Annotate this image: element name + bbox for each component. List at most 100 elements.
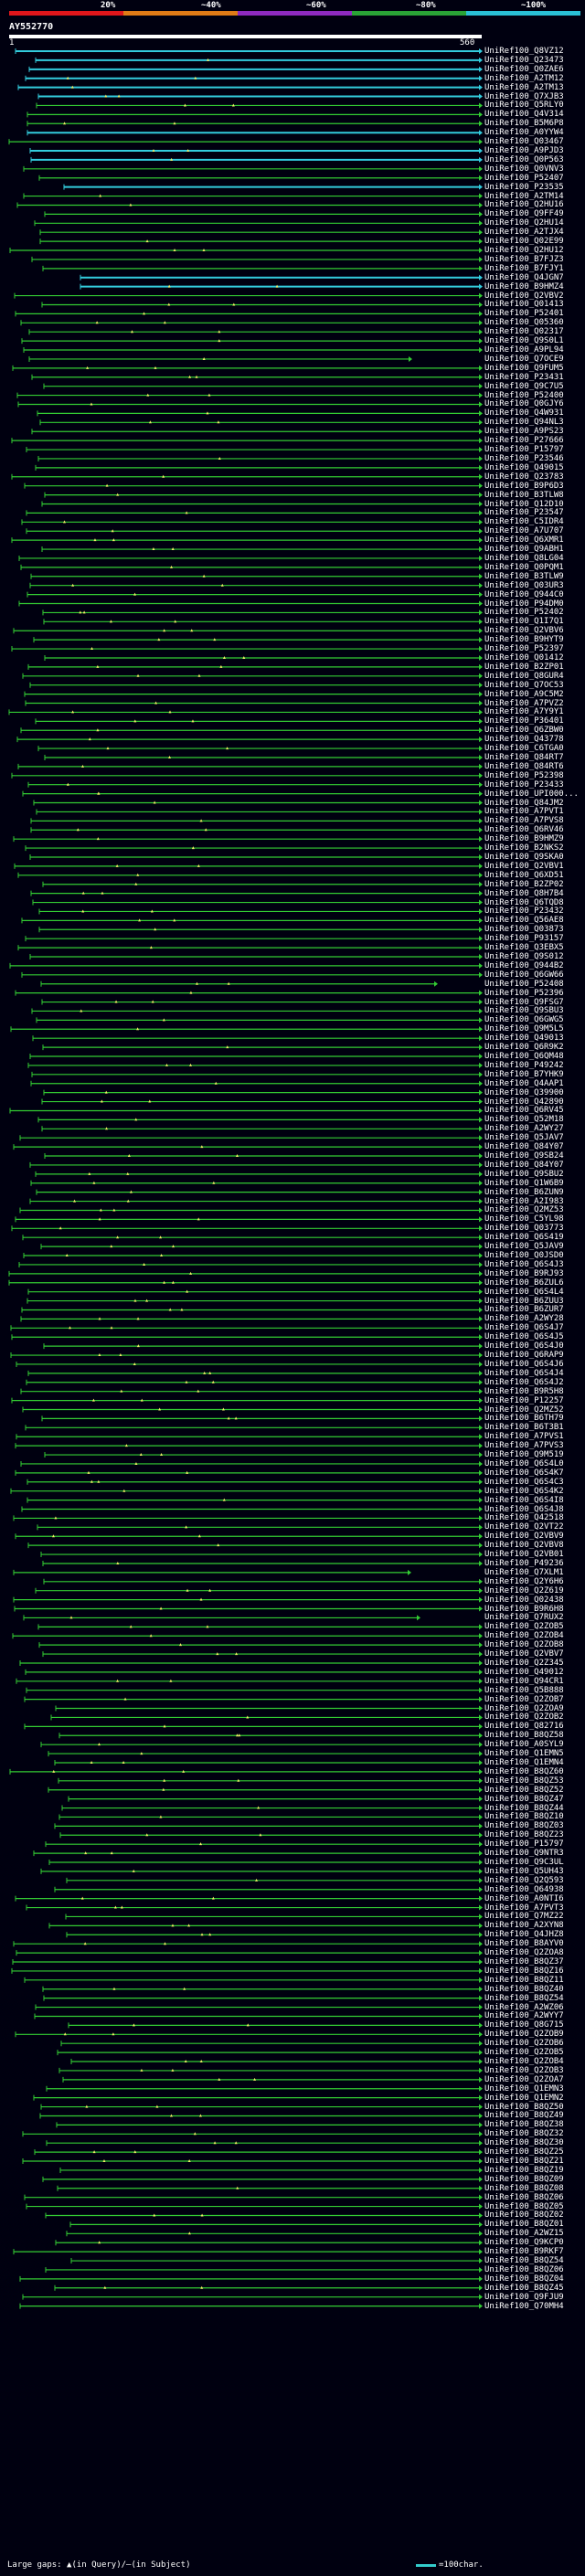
hit-label[interactable]: UniRef100_Q9C3UL	[484, 1858, 564, 1867]
hit-label[interactable]: UniRef100_P27666	[484, 436, 564, 446]
hit-label[interactable]: UniRef100_Q84Y07	[484, 1160, 564, 1170]
hit-label[interactable]: UniRef100_Q02438	[484, 1595, 564, 1605]
hit-label[interactable]: UniRef100_Q6S4L4	[484, 1287, 564, 1297]
hit-label[interactable]: UniRef100_B8QZ19	[484, 2165, 564, 2175]
hit-label[interactable]: UniRef100_P52402	[484, 608, 564, 618]
hit-label[interactable]: UniRef100_A2WYY7	[484, 2011, 564, 2021]
hit-label[interactable]: UniRef100_Q0PQM1	[484, 562, 564, 572]
hit-label[interactable]: UniRef100_Q9SKA0	[484, 852, 564, 862]
hit-label[interactable]: UniRef100_C5IDR4	[484, 517, 564, 527]
hit-label[interactable]: UniRef100_Q2Y6H6	[484, 1576, 564, 1586]
hit-label[interactable]: UniRef100_P52408	[484, 979, 564, 989]
hit-label[interactable]: UniRef100_B8QZ09	[484, 2174, 564, 2184]
hit-label[interactable]: UniRef100_Q94NL3	[484, 418, 564, 428]
hit-label[interactable]: UniRef100_Q2VBV8	[484, 1541, 564, 1551]
hit-label[interactable]: UniRef100_Q64938	[484, 1884, 564, 1894]
hit-label[interactable]: UniRef100_Q2ZOB5	[484, 2048, 564, 2058]
hit-label[interactable]: UniRef100_Q6XD51	[484, 870, 564, 880]
hit-label[interactable]: UniRef100_Q2VB01	[484, 1550, 564, 1560]
hit-label[interactable]: UniRef100_A7PVZ2	[484, 698, 564, 708]
hit-label[interactable]: UniRef100_Q6S4C3	[484, 1477, 564, 1487]
hit-label[interactable]: UniRef100_B8QZ05	[484, 2201, 564, 2211]
hit-label[interactable]: UniRef100_A2TJX4	[484, 228, 564, 238]
hit-label[interactable]: UniRef100_P23535	[484, 182, 564, 192]
hit-label[interactable]: UniRef100_B6T3B1	[484, 1423, 564, 1433]
hit-label[interactable]: UniRef100_A2WY27	[484, 1124, 564, 1134]
hit-label[interactable]: UniRef100_Q9S0L1	[484, 336, 564, 346]
hit-label[interactable]: UniRef100_B8QZ02	[484, 2210, 564, 2221]
hit-label[interactable]: UniRef100_Q2VBV6	[484, 626, 564, 636]
hit-label[interactable]: UniRef100_B9RJ93	[484, 1268, 564, 1278]
hit-label[interactable]: UniRef100_P23546	[484, 453, 564, 463]
hit-label[interactable]: UniRef100_Q7OC53	[484, 680, 564, 690]
hit-label[interactable]: UniRef100_B8QZ11	[484, 1975, 564, 1985]
hit-label[interactable]: UniRef100_P52397	[484, 644, 564, 654]
hit-label[interactable]: UniRef100_B8QZ54	[484, 1993, 564, 2003]
hit-label[interactable]: UniRef100_Q49012	[484, 1667, 564, 1677]
hit-label[interactable]: UniRef100_Q2ZOB2	[484, 1712, 564, 1723]
hit-label[interactable]: UniRef100_P52400	[484, 390, 564, 400]
hit-label[interactable]: UniRef100_Q8GUR4	[484, 671, 564, 681]
hit-label[interactable]: UniRef100_A2WZ15	[484, 2229, 564, 2239]
hit-label[interactable]: UniRef100_A9PL94	[484, 345, 564, 355]
hit-label[interactable]: UniRef100_B6ZUL6	[484, 1277, 564, 1288]
hit-label[interactable]: UniRef100_Q6RV46	[484, 825, 564, 835]
hit-label[interactable]: UniRef100_Q944B2	[484, 960, 564, 970]
hit-label[interactable]: UniRef100_Q9S012	[484, 952, 564, 961]
hit-label[interactable]: UniRef100_Q84Y07	[484, 1142, 564, 1152]
hit-label[interactable]: UniRef100_Q7RUX2	[484, 1613, 564, 1623]
hit-label[interactable]: UniRef100_Q2ZOA9	[484, 1703, 564, 1713]
hit-label[interactable]: UniRef100_B8QZ21	[484, 2157, 564, 2167]
hit-label[interactable]: UniRef100_Q2ZOB9	[484, 2030, 564, 2040]
hit-label[interactable]: UniRef100_B9HYT9	[484, 635, 564, 645]
hit-label[interactable]: UniRef100_Q6S4J2	[484, 1377, 564, 1387]
hit-label[interactable]: UniRef100_B2NKS2	[484, 843, 564, 853]
hit-label[interactable]: UniRef100_Q7MZ22	[484, 1912, 564, 1922]
hit-label[interactable]: UniRef100_B2ZP02	[484, 879, 564, 889]
hit-label[interactable]: UniRef100_Q03773	[484, 1224, 564, 1234]
hit-label[interactable]: UniRef100_B8QZ08	[484, 2183, 564, 2193]
hit-label[interactable]: UniRef100_Q9SBU3	[484, 1006, 564, 1016]
hit-label[interactable]: UniRef100_Q6S4J3	[484, 1259, 564, 1269]
hit-label[interactable]: UniRef100_Q6S4L0	[484, 1458, 564, 1468]
hit-label[interactable]: UniRef100_Q2Z619	[484, 1585, 564, 1595]
hit-label[interactable]: UniRef100_A2TM14	[484, 191, 564, 201]
hit-label[interactable]: UniRef100_Q9C7U5	[484, 381, 564, 391]
hit-label[interactable]: UniRef100_Q1EMN4	[484, 1757, 564, 1767]
hit-label[interactable]: UniRef100_Q6S4J4	[484, 1368, 564, 1378]
hit-label[interactable]: UniRef100_Q6R9K2	[484, 1043, 564, 1053]
hit-label[interactable]: UniRef100_Q0VNV3	[484, 164, 564, 174]
hit-label[interactable]: UniRef100_B8QZ44	[484, 1803, 564, 1813]
hit-label[interactable]: UniRef100_Q84RT6	[484, 761, 564, 771]
hit-label[interactable]: UniRef100_B9RKF7	[484, 2247, 564, 2257]
hit-label[interactable]: UniRef100_Q12D10	[484, 499, 564, 509]
hit-label[interactable]: UniRef100_Q23783	[484, 472, 564, 482]
hit-label[interactable]: UniRef100_B8QZ54	[484, 2256, 564, 2266]
hit-label[interactable]: UniRef100_Q6QM48	[484, 1052, 564, 1061]
hit-label[interactable]: UniRef100_Q6S4J8	[484, 1504, 564, 1514]
hit-label[interactable]: UniRef100_B7FJZ3	[484, 254, 564, 264]
hit-label[interactable]: UniRef100_P23432	[484, 906, 564, 917]
hit-label[interactable]: UniRef100_A2WZ06	[484, 2002, 564, 2012]
hit-label[interactable]: UniRef100_Q0JSD0	[484, 1251, 564, 1261]
hit-label[interactable]: UniRef100_Q94CR1	[484, 1676, 564, 1686]
hit-label[interactable]: UniRef100_Q42890	[484, 1097, 564, 1107]
hit-label[interactable]: UniRef100_B6ZUU3	[484, 1296, 564, 1306]
hit-label[interactable]: UniRef100_Q6S4I8	[484, 1495, 564, 1505]
hit-label[interactable]: UniRef100_Q6ZBW0	[484, 726, 564, 736]
hit-label[interactable]: UniRef100_Q4JGN7	[484, 272, 564, 282]
hit-label[interactable]: UniRef100_A9PS23	[484, 427, 564, 437]
hit-label[interactable]: UniRef100_P94DM0	[484, 599, 564, 609]
hit-label[interactable]: UniRef100_P23431	[484, 372, 564, 382]
hit-label[interactable]: UniRef100_B8QZ04	[484, 2274, 564, 2284]
hit-label[interactable]: UniRef100_Q5B888	[484, 1685, 564, 1695]
hit-label[interactable]: UniRef100_Q2HU12	[484, 246, 564, 256]
hit-label[interactable]: UniRef100_Q6RV45	[484, 1106, 564, 1116]
hit-label[interactable]: UniRef100_P52401	[484, 309, 564, 319]
hit-label[interactable]: UniRef100_Q4W931	[484, 408, 564, 419]
hit-label[interactable]: UniRef100_Q6S4J7	[484, 1323, 564, 1333]
hit-label[interactable]: UniRef100_B8QZ49	[484, 2111, 564, 2121]
hit-label[interactable]: UniRef100_Q39900	[484, 1087, 564, 1097]
hit-label[interactable]: UniRef100_A7Y9Y1	[484, 707, 564, 717]
hit-label[interactable]: UniRef100_Q6S4K7	[484, 1468, 564, 1478]
